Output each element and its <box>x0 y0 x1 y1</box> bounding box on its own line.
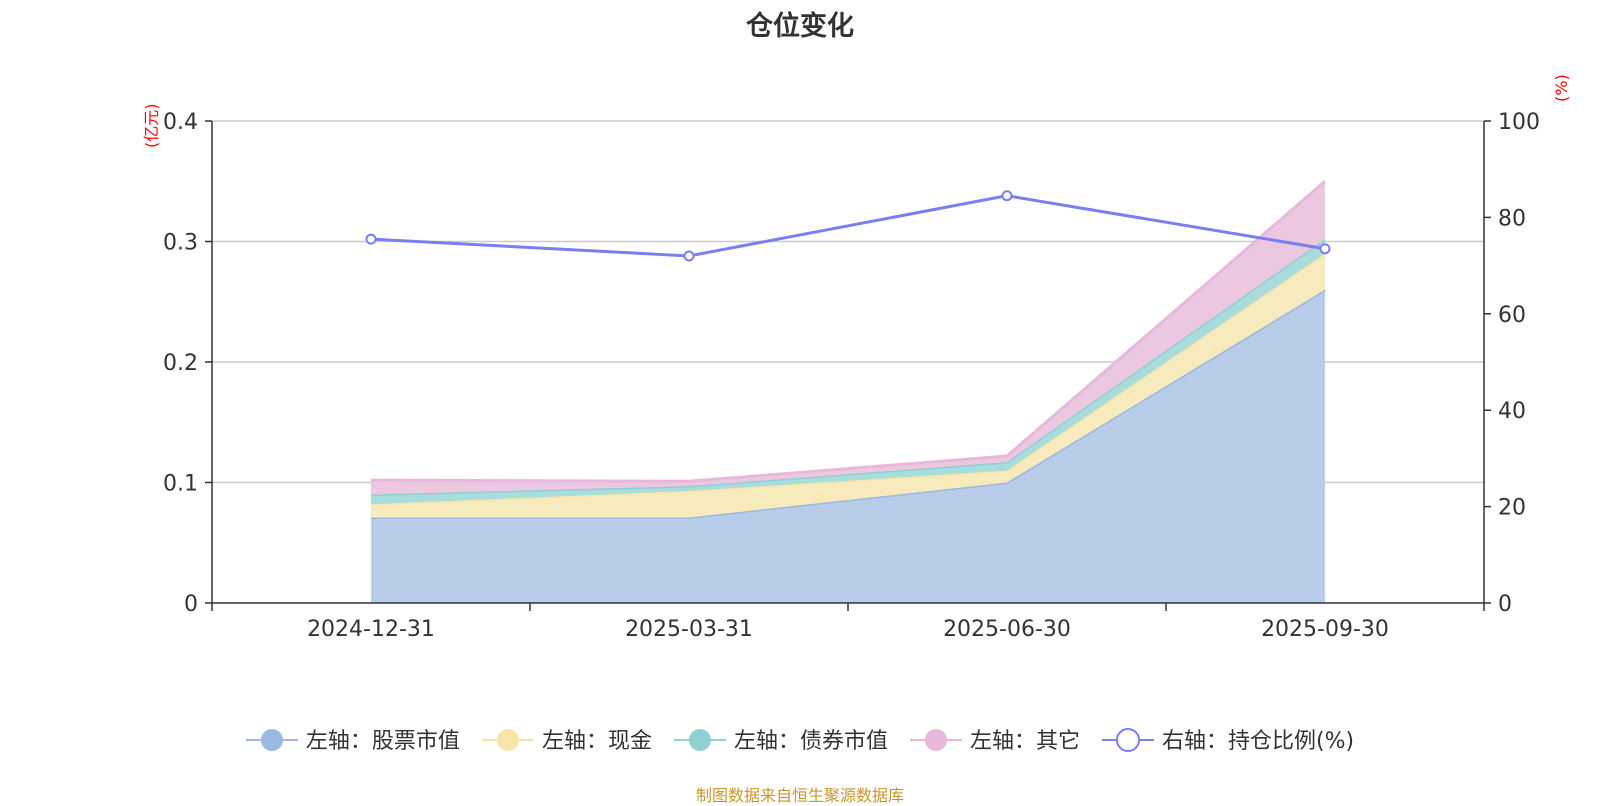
legend-label: 左轴：其它 <box>970 729 1080 754</box>
right-tick-label: 80 <box>1498 206 1526 231</box>
legend-marker <box>260 729 283 751</box>
legend-marker <box>1115 728 1140 752</box>
chart-title: 仓位变化 <box>746 11 854 42</box>
left-tick-label: 0.2 <box>163 351 198 376</box>
right-tick-label: 20 <box>1498 496 1526 521</box>
right-tick-label: 40 <box>1498 399 1526 424</box>
holding-ratio-line <box>370 194 1326 258</box>
x-tick-label: 2025-06-30 <box>943 617 1071 642</box>
holding-ratio-point <box>1001 190 1013 202</box>
right-tick-label: 0 <box>1498 592 1512 617</box>
left-tick-label: 0.3 <box>163 231 198 256</box>
legend-marker <box>688 729 711 751</box>
holding-ratio-point <box>683 250 695 262</box>
legend-marker <box>924 729 947 751</box>
area-1 <box>371 289 1325 603</box>
right-tick-label: 100 <box>1498 110 1540 135</box>
x-tick-label: 2024-12-31 <box>307 617 435 642</box>
legend-marker <box>496 729 519 751</box>
legend-label: 左轴：现金 <box>542 729 652 754</box>
left-tick-label: 0 <box>184 592 198 617</box>
holding-ratio-point <box>1319 243 1331 255</box>
right-tick-label: 60 <box>1498 303 1526 328</box>
x-tick-label: 2025-03-31 <box>625 617 753 642</box>
legend-label: 右轴：持仓比例(%) <box>1162 729 1354 754</box>
legend-label: 左轴：债券市值 <box>734 729 888 754</box>
left-tick-label: 0.4 <box>163 110 198 135</box>
holding-ratio-point <box>365 233 377 245</box>
area-edge-4 <box>370 180 1326 483</box>
left-tick-label: 0.1 <box>163 472 198 497</box>
legend-label: 左轴：股票市值 <box>306 729 460 754</box>
x-tick-label: 2025-09-30 <box>1261 617 1389 642</box>
data-source-note: 制图数据来自恒生聚源数据库 <box>695 786 904 805</box>
